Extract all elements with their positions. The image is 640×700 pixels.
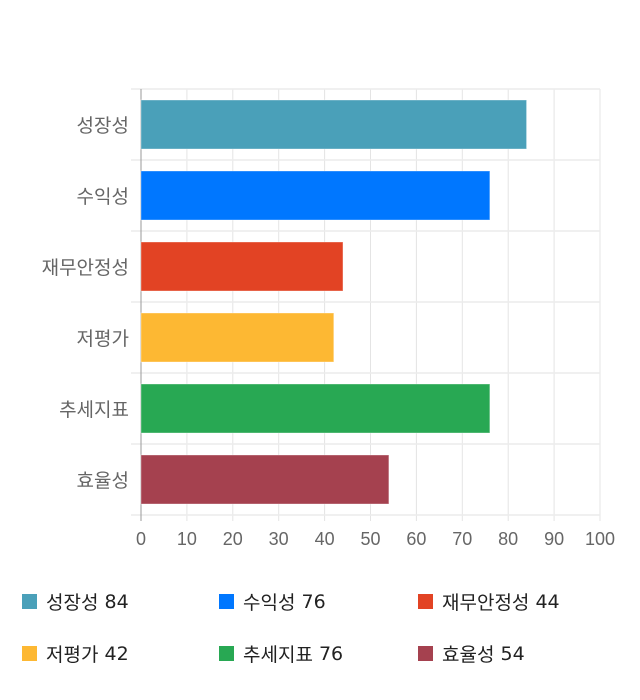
legend-label: 재무안정성 bbox=[442, 592, 530, 614]
y-category-label: 추세지표 bbox=[59, 399, 129, 421]
legend-item[interactable]: 저평가 42 bbox=[22, 640, 129, 667]
legend-value: 54 bbox=[500, 642, 525, 665]
x-tick-label: 30 bbox=[269, 529, 289, 549]
legend-value: 76 bbox=[301, 590, 326, 613]
legend-swatch bbox=[219, 646, 234, 661]
legend-value: 84 bbox=[104, 590, 129, 613]
legend-item[interactable]: 수익성 76 bbox=[219, 588, 326, 615]
bar bbox=[140, 383, 491, 434]
y-category-label: 재무안정성 bbox=[42, 257, 129, 279]
legend-label: 추세지표 bbox=[243, 644, 313, 666]
legend-label: 저평가 bbox=[46, 644, 99, 666]
legend-label: 효율성 bbox=[442, 644, 495, 666]
legend-label: 성장성 bbox=[46, 592, 99, 614]
legend-value: 44 bbox=[535, 590, 560, 613]
x-tick-label: 50 bbox=[360, 529, 380, 549]
legend-swatch bbox=[418, 646, 433, 661]
legend-label: 수익성 bbox=[243, 592, 296, 614]
legend-swatch bbox=[219, 594, 234, 609]
bar bbox=[140, 454, 390, 505]
legend-value: 76 bbox=[318, 642, 344, 665]
legend-swatch bbox=[418, 594, 433, 609]
x-tick-label: 70 bbox=[452, 529, 472, 549]
legend-item[interactable]: 성장성 84 bbox=[22, 588, 129, 615]
x-tick-label: 100 bbox=[585, 529, 615, 549]
x-tick-label: 10 bbox=[177, 529, 197, 549]
bar bbox=[140, 312, 335, 363]
y-category-label: 효율성 bbox=[77, 470, 129, 492]
legend-item[interactable]: 추세지표 76 bbox=[219, 640, 343, 667]
y-category-label: 저평가 bbox=[77, 328, 129, 350]
legend-value: 42 bbox=[104, 642, 129, 665]
legend-item[interactable]: 재무안정성 44 bbox=[418, 588, 560, 615]
x-tick-label: 80 bbox=[498, 529, 518, 549]
bar bbox=[140, 170, 491, 221]
bar bbox=[140, 241, 344, 292]
legend-swatch bbox=[22, 594, 37, 609]
x-tick-label: 40 bbox=[315, 529, 335, 549]
bar bbox=[140, 99, 528, 150]
legend-item[interactable]: 효율성 54 bbox=[418, 640, 525, 667]
bar-chart: 0 10 20 30 40 50 60 70 80 90 100 성장성수익성재무안정성저평가추세지표… bbox=[42, 88, 615, 549]
legend-swatch bbox=[22, 646, 37, 661]
x-tick-label: 20 bbox=[223, 529, 243, 549]
y-category-label: 성장성 bbox=[77, 115, 129, 137]
x-tick-label: 60 bbox=[406, 529, 426, 549]
x-tick-label: 90 bbox=[544, 529, 564, 549]
y-category-label: 수익성 bbox=[77, 186, 129, 208]
x-tick-label: 0 bbox=[136, 529, 146, 549]
